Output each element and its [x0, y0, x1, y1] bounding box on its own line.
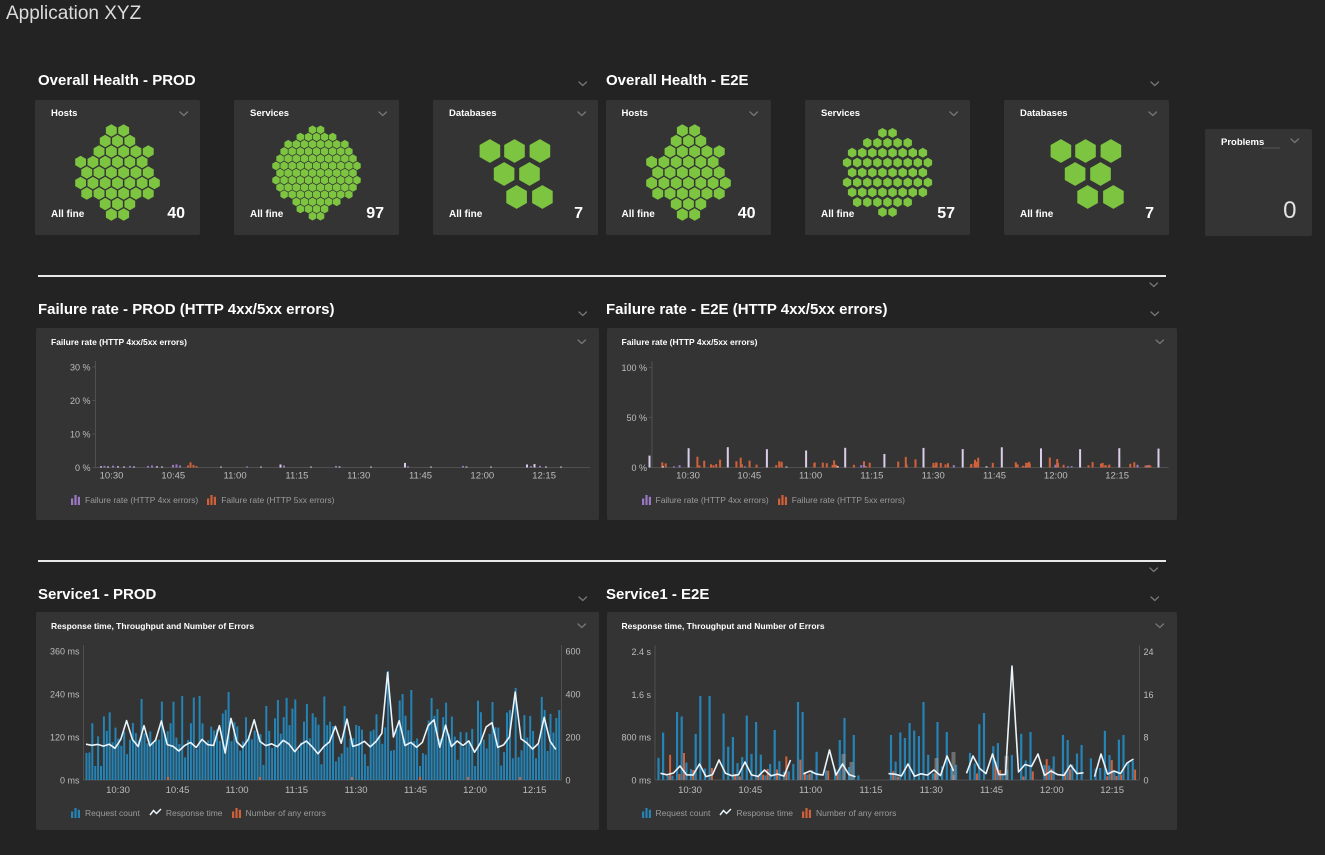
svg-text:10:30: 10:30 — [676, 471, 700, 482]
svg-text:11:45: 11:45 — [409, 471, 432, 482]
svg-text:100 %: 100 % — [621, 363, 647, 373]
svg-text:8: 8 — [1143, 733, 1148, 743]
svg-text:24: 24 — [1143, 647, 1153, 657]
svg-text:400: 400 — [566, 690, 581, 700]
svg-text:11:30: 11:30 — [347, 471, 370, 482]
svg-text:10 %: 10 % — [70, 430, 91, 440]
svg-text:10:30: 10:30 — [106, 785, 130, 796]
svg-text:16: 16 — [1143, 690, 1153, 700]
svg-text:11:15: 11:15 — [859, 785, 882, 796]
svg-text:11:45: 11:45 — [982, 471, 1005, 482]
svg-text:11:00: 11:00 — [224, 471, 247, 482]
svg-text:12:00: 12:00 — [463, 785, 487, 796]
svg-text:12:15: 12:15 — [1100, 785, 1124, 796]
svg-text:800 ms: 800 ms — [621, 733, 651, 743]
svg-text:11:15: 11:15 — [285, 785, 308, 796]
svg-text:11:45: 11:45 — [404, 785, 427, 796]
svg-text:12:15: 12:15 — [1105, 471, 1129, 482]
svg-text:0 %: 0 % — [75, 463, 91, 473]
svg-text:12:00: 12:00 — [1043, 471, 1067, 482]
svg-text:12:15: 12:15 — [523, 785, 547, 796]
svg-text:12:00: 12:00 — [470, 471, 494, 482]
svg-text:0 ms: 0 ms — [631, 776, 651, 786]
svg-text:11:00: 11:00 — [799, 785, 822, 796]
svg-text:12:15: 12:15 — [532, 471, 556, 482]
svg-text:0: 0 — [1143, 776, 1148, 786]
svg-text:30 %: 30 % — [70, 363, 91, 373]
svg-text:10:30: 10:30 — [678, 785, 702, 796]
svg-text:11:30: 11:30 — [344, 785, 367, 796]
svg-text:240 ms: 240 ms — [50, 690, 80, 700]
svg-text:10:45: 10:45 — [166, 785, 190, 796]
svg-text:11:00: 11:00 — [799, 471, 822, 482]
svg-text:10:30: 10:30 — [100, 471, 124, 482]
svg-text:11:15: 11:15 — [860, 471, 883, 482]
svg-text:10:45: 10:45 — [738, 785, 762, 796]
svg-text:11:30: 11:30 — [921, 471, 944, 482]
svg-text:0 %: 0 % — [631, 463, 647, 473]
svg-text:1.6 s: 1.6 s — [631, 690, 651, 700]
svg-text:11:30: 11:30 — [919, 785, 942, 796]
svg-text:10:45: 10:45 — [737, 471, 761, 482]
svg-text:11:15: 11:15 — [285, 471, 308, 482]
svg-text:2.4 s: 2.4 s — [631, 647, 651, 657]
svg-text:50 %: 50 % — [626, 413, 647, 423]
svg-text:11:00: 11:00 — [225, 785, 248, 796]
svg-text:600: 600 — [566, 647, 581, 657]
svg-text:0: 0 — [566, 776, 571, 786]
svg-text:0 ms: 0 ms — [60, 776, 80, 786]
svg-text:11:45: 11:45 — [979, 785, 1002, 796]
svg-text:200: 200 — [566, 733, 581, 743]
svg-text:360 ms: 360 ms — [50, 647, 80, 657]
svg-text:10:45: 10:45 — [161, 471, 185, 482]
svg-text:20 %: 20 % — [70, 396, 91, 406]
svg-text:12:00: 12:00 — [1039, 785, 1063, 796]
svg-text:120 ms: 120 ms — [50, 733, 80, 743]
